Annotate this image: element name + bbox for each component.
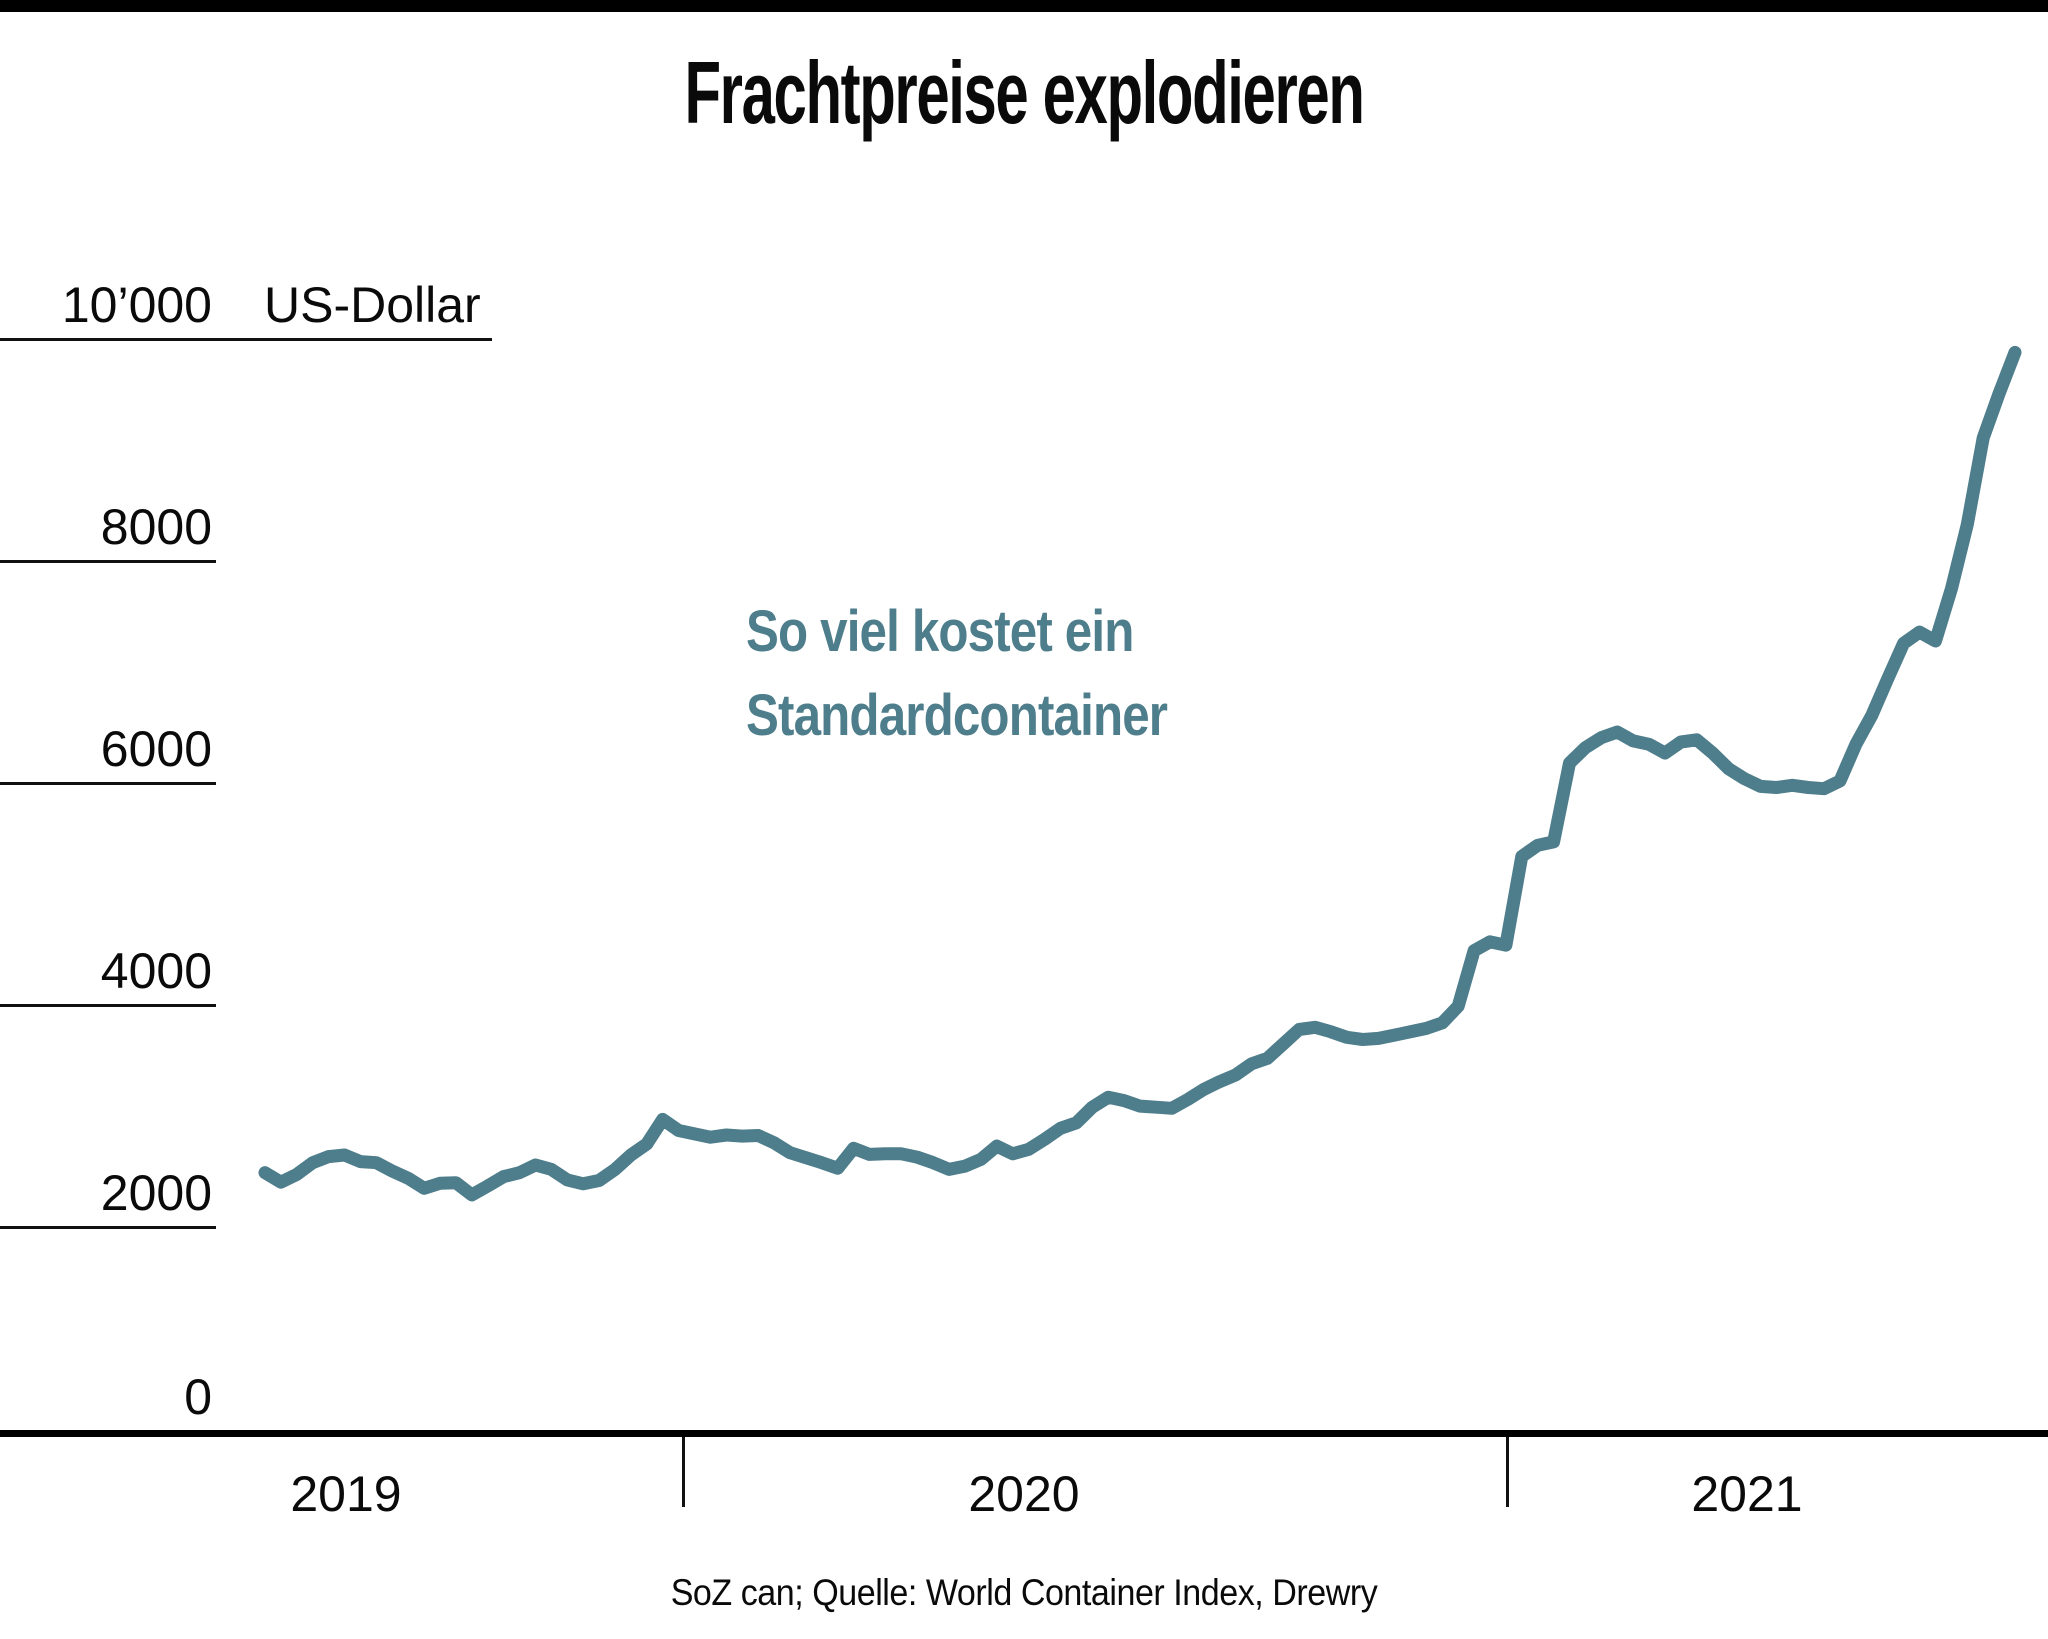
x-year-label-2019: 2019: [290, 1466, 402, 1522]
y-tick-label-4000: 4000: [100, 943, 212, 999]
source-credit: SoZ can; Quelle: World Container Index, …: [670, 1572, 1378, 1613]
gridline-8000: [0, 560, 216, 563]
gridline-2000: [0, 1226, 216, 1229]
annotation-line-1: So viel kostet ein: [746, 599, 1134, 664]
y-tick-label-10000: 10’000: [61, 277, 212, 333]
y-axis-unit-label: US-Dollar: [264, 277, 481, 333]
x-year-label-2020: 2020: [968, 1466, 1080, 1522]
page-title: Frachtpreise explodieren: [684, 43, 1364, 142]
y-tick-label-2000: 2000: [100, 1165, 212, 1221]
y-tick-label-6000: 6000: [100, 721, 212, 777]
top-rule: [0, 0, 2048, 12]
annotation-line-2: Standardcontainer: [746, 683, 1168, 748]
y-tick-label-0: 0: [184, 1369, 212, 1425]
x-tick-2021: [1506, 1437, 1509, 1507]
gridline-6000: [0, 782, 216, 785]
x-tick-2020: [682, 1437, 685, 1507]
gridline-4000: [0, 1004, 216, 1007]
gridline-10000: [0, 338, 492, 341]
x-year-label-2021: 2021: [1691, 1466, 1803, 1522]
y-tick-label-8000: 8000: [100, 499, 212, 555]
x-axis-line: [0, 1430, 2048, 1437]
series-annotation: So viel kostet ein Standardcontainer: [746, 590, 1168, 758]
price-line-series: [258, 345, 2022, 1202]
